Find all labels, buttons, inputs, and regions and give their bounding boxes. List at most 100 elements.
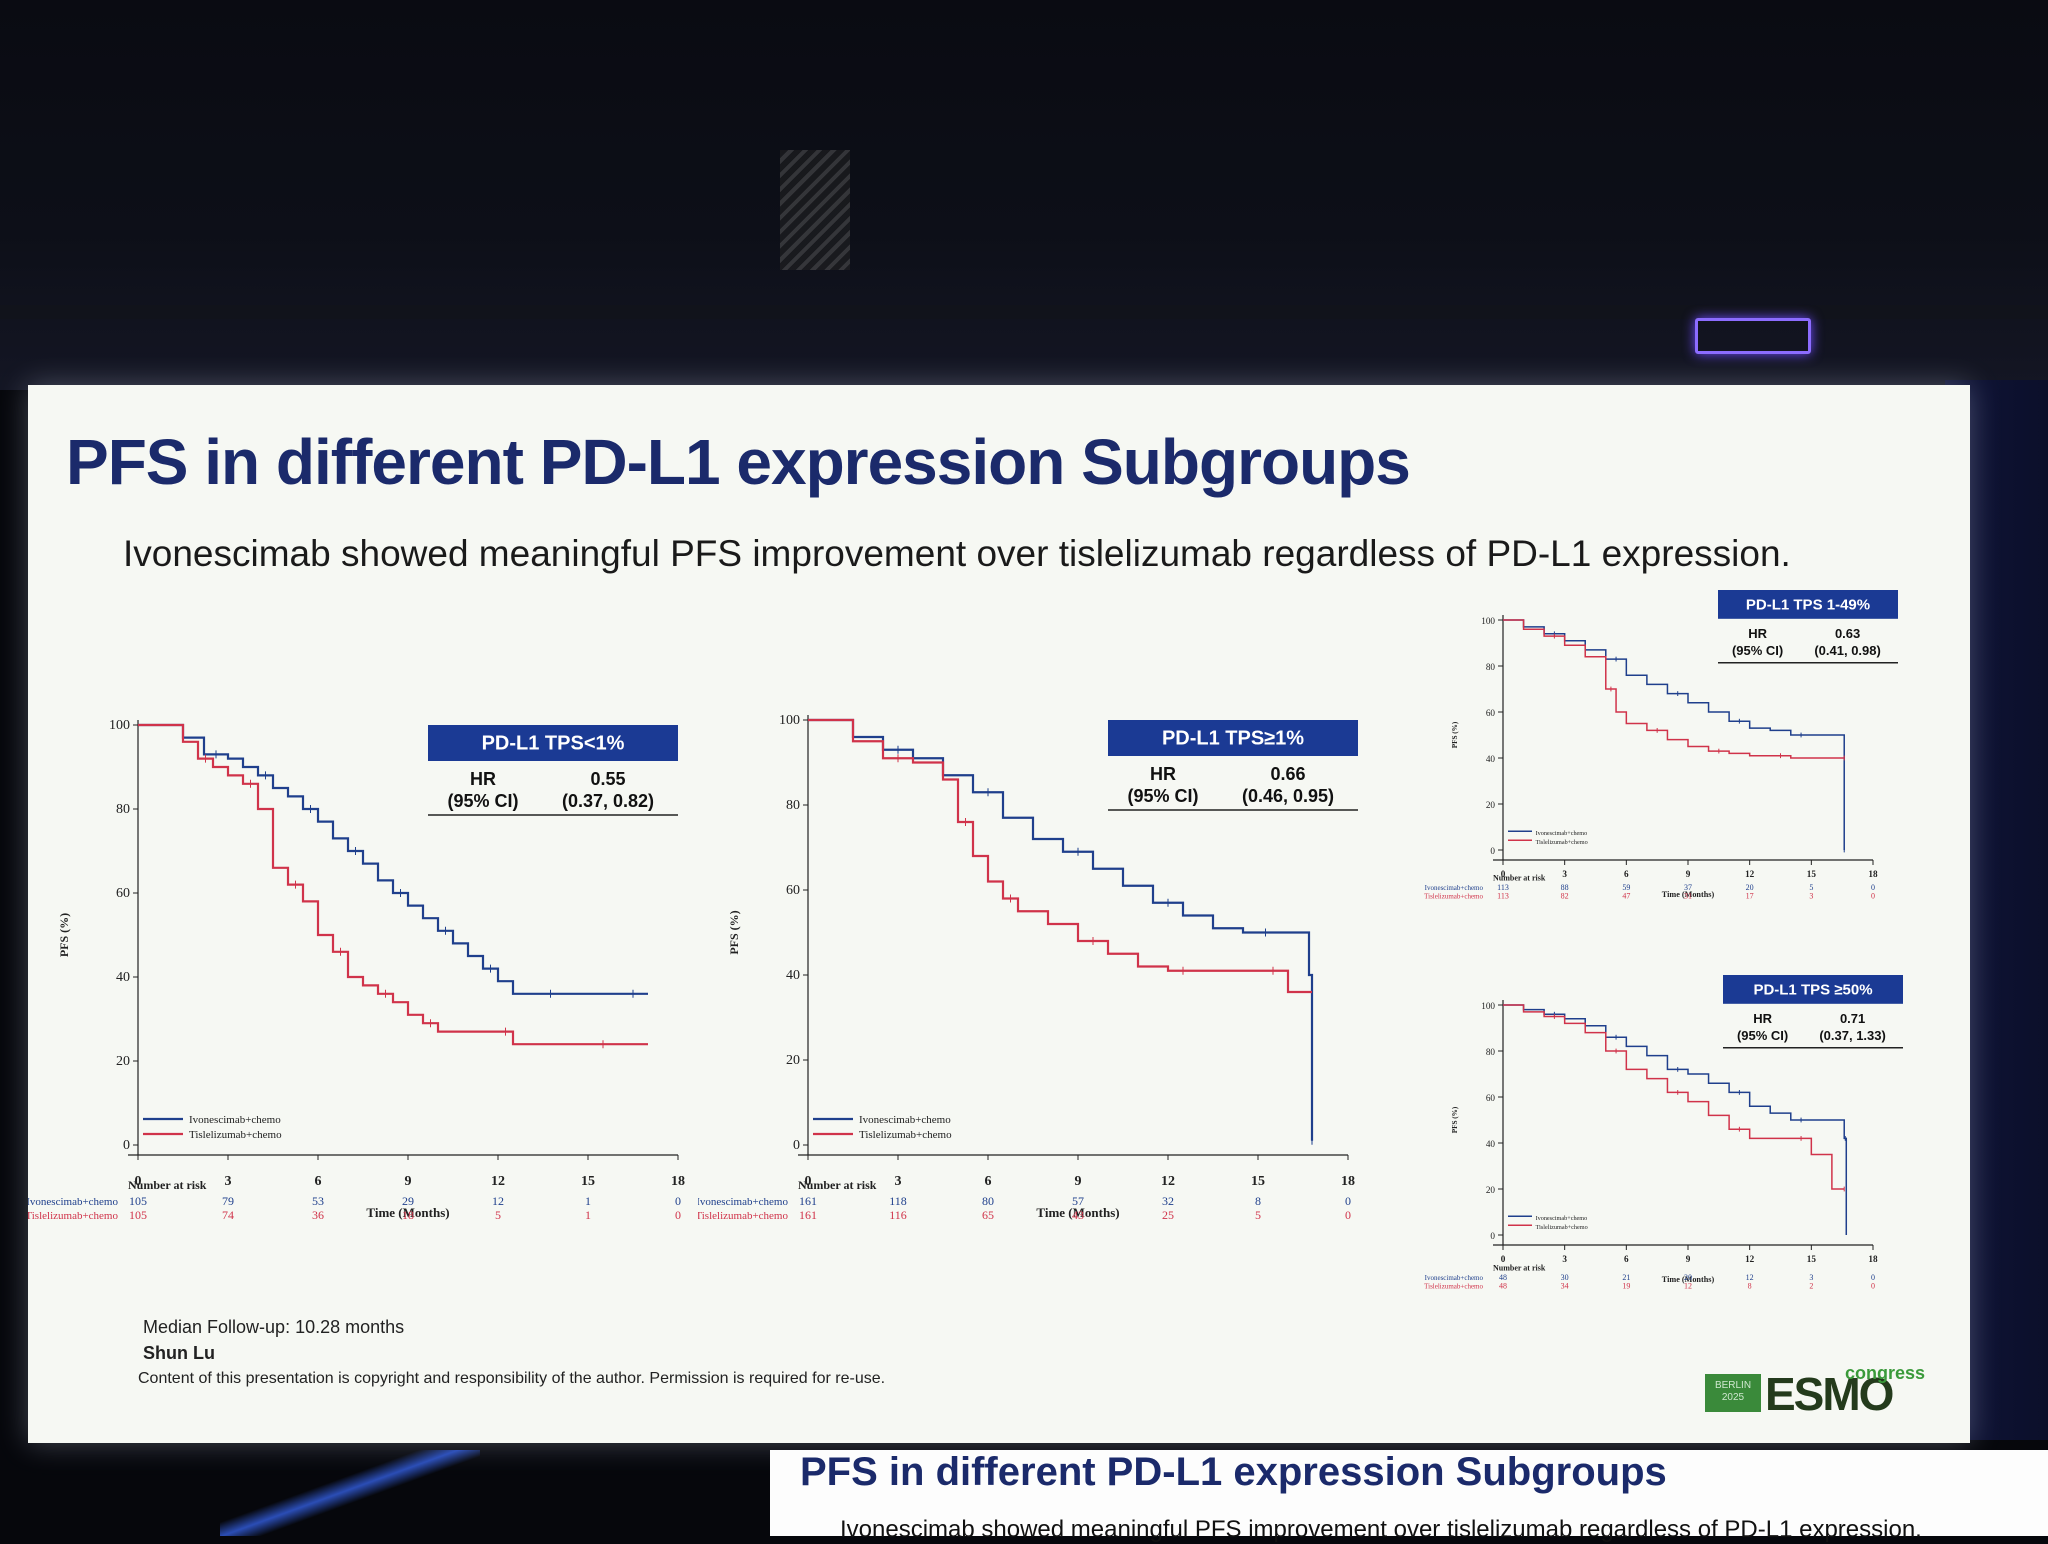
risk-count: 116 (889, 1208, 907, 1222)
x-axis-label: Time (Months) (366, 1205, 449, 1220)
risk-count: 53 (312, 1194, 324, 1208)
ivonescimab-curve (808, 718, 1314, 1141)
y-tick-label: 40 (1486, 754, 1496, 764)
risk-count: 12 (1684, 1281, 1692, 1290)
risk-count: 3 (1809, 1273, 1813, 1282)
copyright-notice: Content of this presentation is copyrigh… (138, 1370, 886, 1387)
legend-label: Tislelizumab+chemo (859, 1129, 952, 1141)
risk-count: 1 (585, 1208, 591, 1222)
risk-count: 118 (889, 1194, 907, 1208)
slide-title: PFS in different PD-L1 expression Subgro… (66, 426, 1411, 498)
risk-count: 36 (312, 1208, 324, 1222)
risk-count: 0 (1871, 891, 1875, 900)
ci-label: (95% CI) (1737, 1028, 1788, 1043)
risk-count: 30 (1561, 1273, 1569, 1282)
stage-truss (780, 150, 850, 270)
x-tick-label: 9 (405, 1174, 412, 1189)
risk-count: 1 (585, 1194, 591, 1208)
risk-count: 12 (492, 1194, 504, 1208)
stage-light (1695, 318, 1811, 354)
risk-table-title: Number at risk (128, 1178, 207, 1192)
risk-count: 20 (1684, 1273, 1692, 1282)
subgroup-header: PD-L1 TPS<1% (482, 732, 625, 754)
risk-table-title: Number at risk (798, 1178, 877, 1192)
risk-count: 43 (1072, 1208, 1084, 1222)
risk-count: 113 (1497, 891, 1509, 900)
x-tick-label: 3 (895, 1174, 902, 1189)
risk-count: 20 (1746, 883, 1754, 892)
subgroup-header-box (1723, 975, 1903, 1004)
ci-value: (0.46, 0.95) (1242, 786, 1334, 806)
x-tick-label: 3 (225, 1174, 232, 1189)
risk-row-label: Tislelizumab+chemo (1424, 1282, 1483, 1290)
risk-count: 2 (1809, 1281, 1813, 1290)
risk-count: 21 (1622, 1273, 1630, 1282)
x-tick-label: 0 (805, 1174, 812, 1189)
risk-count: 0 (1345, 1208, 1351, 1222)
risk-count: 105 (129, 1194, 147, 1208)
ci-label: (95% CI) (1127, 786, 1198, 806)
risk-count: 29 (402, 1194, 414, 1208)
legend-label: Ivonescimab+chemo (1536, 1215, 1588, 1222)
risk-table-title: Number at risk (1493, 1263, 1546, 1272)
ceiling-background (0, 0, 2048, 390)
y-tick-label: 40 (1486, 1139, 1496, 1149)
x-axis-label: Time (Months) (1662, 890, 1715, 899)
y-tick-label: 20 (116, 1054, 130, 1069)
risk-count: 5 (495, 1208, 501, 1222)
y-tick-label: 60 (786, 883, 800, 898)
ci-value: (0.41, 0.98) (1814, 643, 1881, 658)
risk-row-label: Tislelizumab+chemo (28, 1210, 118, 1222)
x-tick-label: 15 (1251, 1174, 1265, 1189)
logo-year: 2025 (1721, 1392, 1745, 1403)
risk-count: 0 (1871, 1281, 1875, 1290)
risk-count: 8 (1748, 1281, 1752, 1290)
legend-label: Ivonescimab+chemo (189, 1114, 281, 1126)
risk-count: 12 (1746, 1273, 1754, 1282)
hr-value: 0.71 (1840, 1011, 1865, 1026)
x-tick-label: 18 (1341, 1174, 1355, 1189)
x-tick-label: 12 (1745, 1254, 1755, 1264)
x-tick-label: 18 (671, 1174, 685, 1189)
subgroup-header-box (1108, 720, 1358, 756)
tislelizumab-curve (138, 723, 648, 1046)
risk-count: 32 (1162, 1194, 1174, 1208)
x-tick-label: 9 (1075, 1174, 1082, 1189)
x-tick-label: 12 (1161, 1174, 1175, 1189)
x-tick-label: 6 (985, 1174, 992, 1189)
x-tick-label: 6 (1624, 1254, 1629, 1264)
y-axis-label: PFS (%) (57, 913, 71, 957)
hr-value: 0.66 (1270, 764, 1305, 784)
risk-count: 34 (1561, 1281, 1569, 1290)
esmo-logo: BERLIN 2025 ESMO congress (1705, 1359, 1945, 1420)
risk-count: 82 (1561, 891, 1569, 900)
y-tick-label: 60 (1486, 1093, 1496, 1103)
x-tick-label: 0 (1501, 1254, 1506, 1264)
y-tick-label: 40 (786, 968, 800, 983)
x-tick-label: 0 (135, 1174, 142, 1189)
risk-count: 57 (1072, 1194, 1084, 1208)
x-axis-label: Time (Months) (1036, 1205, 1119, 1220)
y-tick-label: 100 (109, 718, 130, 733)
risk-count: 161 (799, 1194, 817, 1208)
hr-label: HR (470, 769, 496, 789)
risk-count: 113 (1497, 883, 1509, 892)
x-tick-label: 12 (491, 1174, 505, 1189)
risk-table-title: Number at risk (1493, 873, 1546, 882)
km-chart-tps-1-49: 0 20 40 60 80 100 0 3 6 9 12 15 18 Time (Months) PFS (… (1424, 590, 1898, 900)
y-axis-label: PFS (%) (1451, 1106, 1459, 1133)
risk-row-label: Ivonescimab+chemo (1425, 884, 1484, 892)
legend-label: Ivonescimab+chemo (1536, 830, 1588, 837)
y-tick-label: 0 (123, 1138, 130, 1153)
x-tick-label: 9 (1686, 1254, 1691, 1264)
y-tick-label: 20 (1486, 1185, 1496, 1195)
x-tick-label: 6 (315, 1174, 322, 1189)
hr-label: HR (1748, 626, 1767, 641)
monitor-title: PFS in different PD-L1 expression Subgro… (800, 1450, 1667, 1494)
y-tick-label: 20 (1486, 800, 1496, 810)
laser-light (220, 1450, 480, 1536)
y-tick-label: 40 (116, 970, 130, 985)
